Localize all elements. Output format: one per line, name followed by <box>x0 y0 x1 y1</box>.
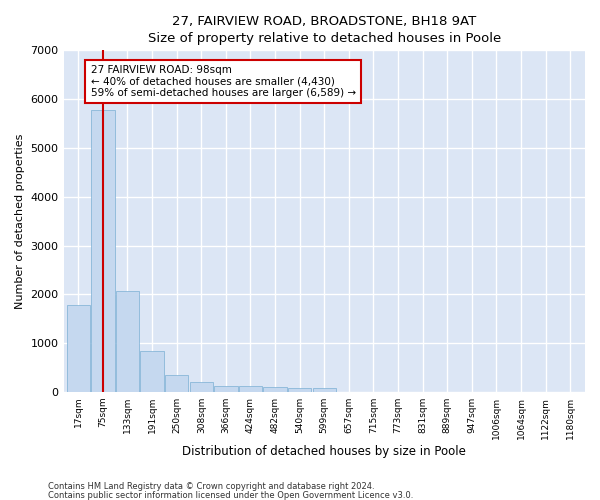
Bar <box>239 386 262 392</box>
Bar <box>214 386 238 392</box>
Bar <box>263 387 287 392</box>
X-axis label: Distribution of detached houses by size in Poole: Distribution of detached houses by size … <box>182 444 466 458</box>
Y-axis label: Number of detached properties: Number of detached properties <box>15 134 25 309</box>
Text: Contains HM Land Registry data © Crown copyright and database right 2024.: Contains HM Land Registry data © Crown c… <box>48 482 374 491</box>
Bar <box>165 376 188 392</box>
Bar <box>140 352 164 392</box>
Bar <box>313 388 336 392</box>
Bar <box>116 292 139 392</box>
Bar <box>67 305 90 392</box>
Bar <box>190 382 213 392</box>
Bar <box>91 110 115 392</box>
Bar <box>288 388 311 392</box>
Text: 27 FAIRVIEW ROAD: 98sqm
← 40% of detached houses are smaller (4,430)
59% of semi: 27 FAIRVIEW ROAD: 98sqm ← 40% of detache… <box>91 65 356 98</box>
Text: Contains public sector information licensed under the Open Government Licence v3: Contains public sector information licen… <box>48 491 413 500</box>
Title: 27, FAIRVIEW ROAD, BROADSTONE, BH18 9AT
Size of property relative to detached ho: 27, FAIRVIEW ROAD, BROADSTONE, BH18 9AT … <box>148 15 501 45</box>
